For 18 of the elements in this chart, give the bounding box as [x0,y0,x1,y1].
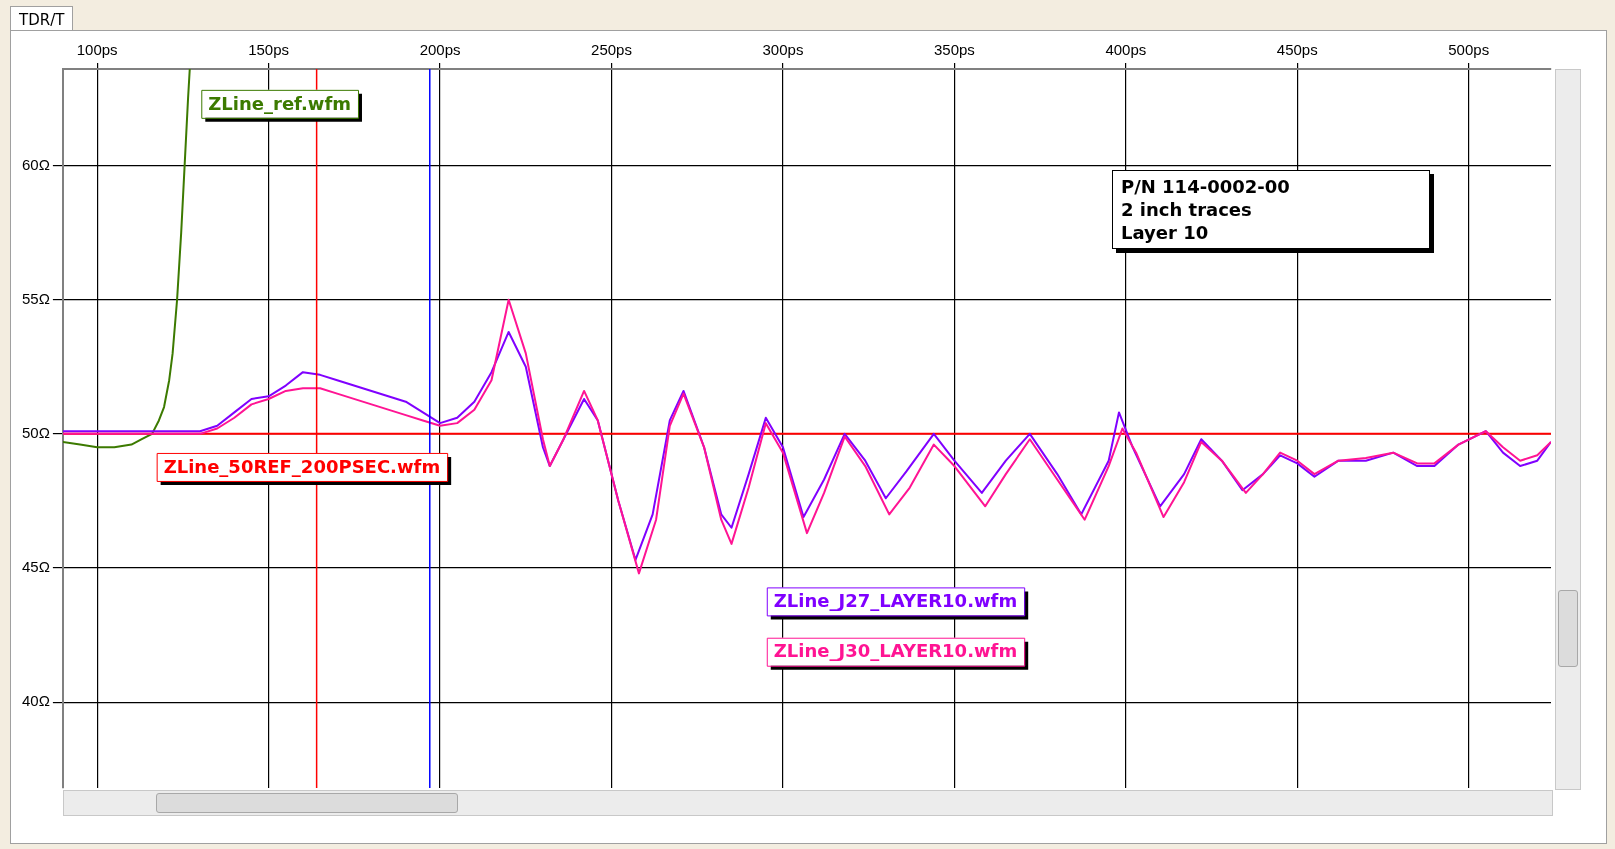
y-tick-label: 60Ω [21,155,50,173]
x-tick-label: 200ps [419,41,461,59]
text: ZLine_J30_LAYER10.wfm [773,640,1018,662]
x-tick-label: 100ps [76,41,118,59]
y-tick-label: 55Ω [21,289,50,307]
y-tick-label: 40Ω [21,692,50,710]
series-label: ZLine_ref.wfm [208,92,351,114]
text: ZLine_J27_LAYER10.wfm [773,590,1018,612]
x-tick-label: 250ps [591,41,632,59]
x-tick-label: 350ps [933,41,975,59]
x-tick-label: 450ps [1276,41,1318,59]
x-tick-label: 500ps [1448,41,1490,59]
x-tick-label: 400ps [1105,41,1147,59]
series-label: ZLine_50REF_200PSEC.wfm [163,455,441,477]
y-tick-label: 50Ω [21,424,50,442]
x-tick-label: 150ps [248,41,290,59]
y-tick-label: 45Ω [21,558,50,576]
x-tick-label: 300ps [762,41,804,59]
